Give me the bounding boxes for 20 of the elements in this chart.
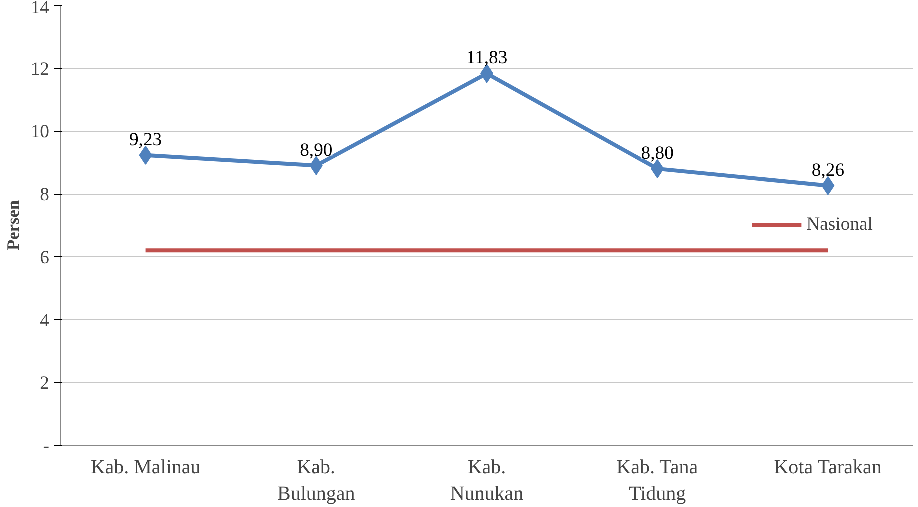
x-tick-label: Kota Tarakan (774, 456, 882, 478)
x-tick-label: Kab. Bulungan (278, 456, 356, 505)
data-label: 8,90 (300, 140, 333, 161)
y-tick-label: 2 (40, 373, 50, 394)
x-tick-label: Kab. Malinau (90, 456, 201, 478)
y-tick-label: 6 (40, 247, 50, 268)
y-tick-label: 12 (30, 58, 50, 80)
y-tick-label: 4 (40, 310, 50, 332)
y-tick-label: - (43, 436, 50, 457)
y-tick-label: 14 (30, 0, 50, 18)
data-label: 11,83 (466, 48, 508, 69)
y-tick-label: 8 (40, 184, 50, 206)
x-tick-label: Kab. Tana Tidung (616, 456, 698, 505)
data-label: 9,23 (129, 129, 162, 150)
data-label: 8,80 (641, 142, 674, 164)
data-label: 8,26 (812, 160, 845, 181)
y-tick-label: 10 (30, 122, 50, 143)
y-axis-title: Persen (4, 200, 23, 251)
legend-label: Nasional (806, 214, 873, 236)
x-tick-label: Kab. Nunukan (450, 456, 524, 505)
